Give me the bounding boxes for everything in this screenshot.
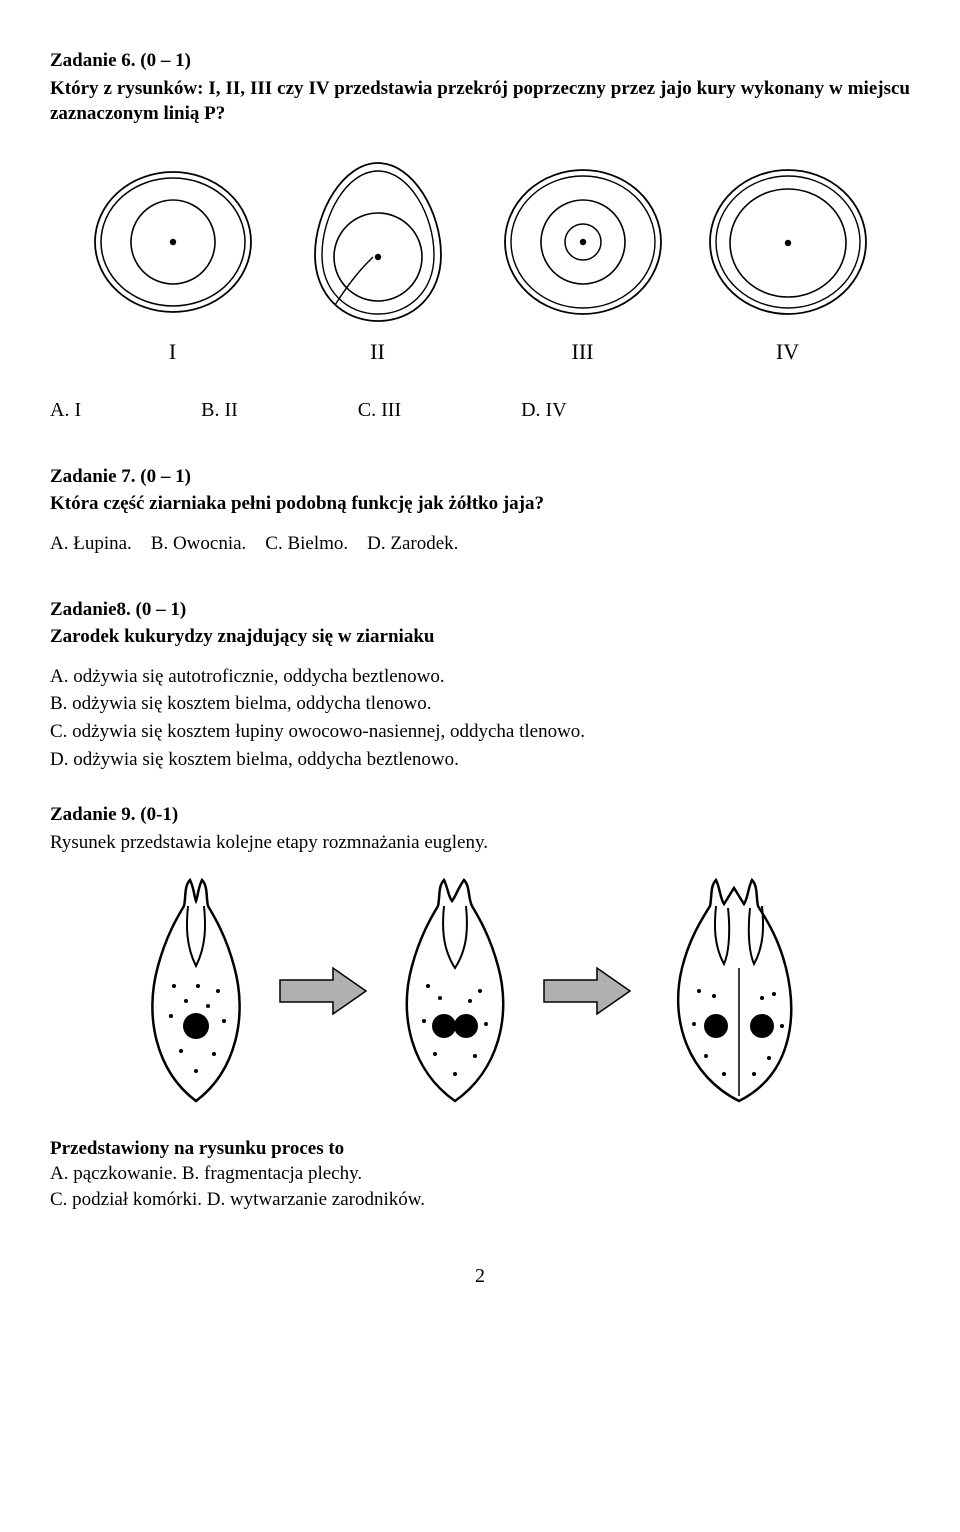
task9-result-heading: Przedstawiony na rysunku proces to — [50, 1136, 910, 1162]
egg-diagram-2 — [293, 157, 463, 327]
answer-option: D. odżywia się kosztem bielma, oddycha b… — [50, 747, 910, 773]
fig-label: III — [498, 337, 668, 367]
task9-header: Zadanie 9. (0-1) — [50, 802, 910, 828]
egg-diagram-4 — [703, 157, 873, 327]
task7-prompt: Która część ziarniaka pełni podobną funk… — [50, 491, 910, 517]
task9-result-line2: C. podział komórki. D. wytwarzanie zarod… — [50, 1187, 910, 1213]
answer-option: B. II — [201, 397, 238, 424]
answer-option: D. IV — [521, 397, 567, 424]
task6-figure-row — [70, 157, 890, 327]
euglena-diagram-1 — [126, 876, 266, 1106]
fig-label: I — [88, 337, 258, 367]
task7-header: Zadanie 7. (0 – 1) — [50, 464, 910, 490]
arrow-icon — [542, 966, 632, 1016]
answer-option: A. I — [50, 397, 81, 424]
task8-prompt: Zarodek kukurydzy znajdujący się w ziarn… — [50, 624, 910, 650]
task7-options: A. Łupina. B. Owocnia. C. Bielmo. D. Zar… — [50, 531, 910, 557]
fig-label: II — [293, 337, 463, 367]
euglena-diagram-2 — [380, 876, 530, 1106]
task9-figure-row — [50, 876, 910, 1106]
fig-label: IV — [703, 337, 873, 367]
arrow-icon — [278, 966, 368, 1016]
task8-header: Zadanie8. (0 – 1) — [50, 597, 910, 623]
task9-prompt: Rysunek przedstawia kolejne etapy rozmna… — [50, 830, 910, 856]
task6-header: Zadanie 6. (0 – 1) — [50, 48, 910, 74]
task9-result-line1: A. pączkowanie. B. fragmentacja plechy. — [50, 1161, 910, 1187]
answer-option: B. odżywia się kosztem bielma, oddycha t… — [50, 691, 910, 717]
answer-option: A. odżywia się autotroficznie, oddycha b… — [50, 664, 910, 690]
egg-diagram-1 — [88, 157, 258, 327]
task8-options: A. odżywia się autotroficznie, oddycha b… — [50, 664, 910, 773]
page-number: 2 — [50, 1263, 910, 1290]
answer-option: C. III — [358, 397, 401, 424]
task6-prompt: Który z rysunków: I, II, III czy IV prze… — [50, 76, 910, 127]
task6-answers: A. I B. II C. III D. IV — [50, 397, 910, 424]
egg-diagram-3 — [498, 157, 668, 327]
task6-figure-labels: I II III IV — [70, 337, 890, 367]
answer-option: C. odżywia się kosztem łupiny owocowo-na… — [50, 719, 910, 745]
euglena-diagram-3 — [644, 876, 834, 1106]
